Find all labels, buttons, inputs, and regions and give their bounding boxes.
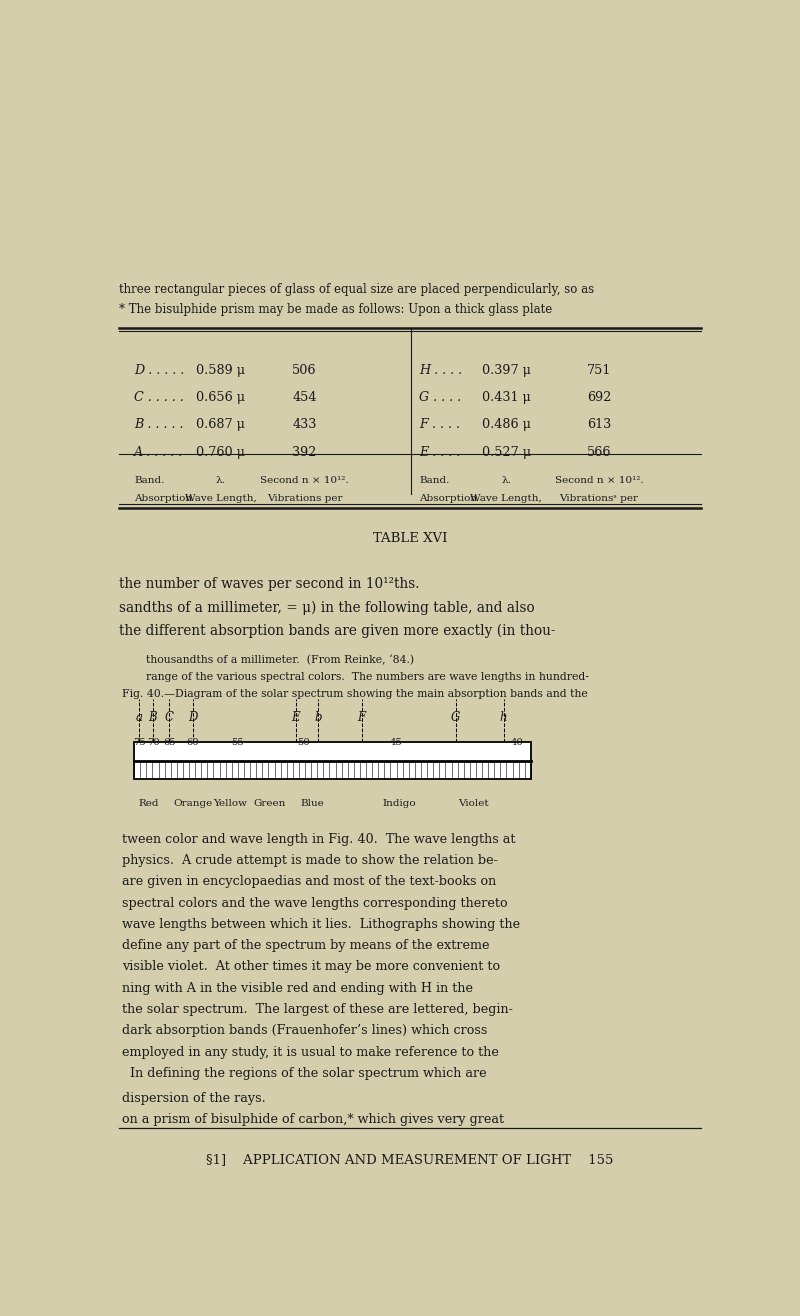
Text: E: E	[292, 711, 300, 724]
Text: C: C	[165, 711, 174, 724]
Text: 0.656 μ: 0.656 μ	[197, 391, 246, 404]
Text: the different absorption bands are given more exactly (in thou-: the different absorption bands are given…	[118, 624, 555, 638]
Text: a: a	[135, 711, 142, 724]
Text: sandths of a millimeter, = μ) in the following table, and also: sandths of a millimeter, = μ) in the fol…	[118, 600, 534, 615]
Text: A . . . . .: A . . . . .	[134, 446, 183, 459]
Text: Green: Green	[253, 799, 286, 808]
Text: 0.589 μ: 0.589 μ	[197, 363, 246, 376]
Text: physics.  A crude attempt is made to show the relation be-: physics. A crude attempt is made to show…	[122, 854, 498, 867]
Text: 0.760 μ: 0.760 μ	[197, 446, 246, 459]
Text: define any part of the spectrum by means of the extreme: define any part of the spectrum by means…	[122, 940, 490, 953]
Text: H . . . .: H . . . .	[419, 363, 462, 376]
Bar	[134, 742, 531, 779]
Text: 454: 454	[292, 391, 317, 404]
Text: In defining the regions of the solar spectrum which are: In defining the regions of the solar spe…	[122, 1067, 486, 1080]
Text: 392: 392	[293, 446, 317, 459]
Text: b: b	[314, 711, 322, 724]
Text: 751: 751	[587, 363, 611, 376]
Text: * The bisulphide prism may be made as follows: Upon a thick glass plate: * The bisulphide prism may be made as fo…	[118, 303, 552, 316]
Text: G: G	[451, 711, 461, 724]
Text: Band.: Band.	[419, 476, 450, 486]
Text: 50: 50	[297, 737, 310, 746]
Text: 613: 613	[587, 418, 611, 432]
Text: F: F	[358, 711, 366, 724]
Text: 55: 55	[231, 737, 244, 746]
Text: 40: 40	[510, 737, 523, 746]
Text: 566: 566	[587, 446, 611, 459]
Text: Vibrations per: Vibrations per	[267, 495, 342, 503]
Text: Wave Length,: Wave Length,	[470, 495, 542, 503]
Text: 0.397 μ: 0.397 μ	[482, 363, 530, 376]
Text: Violet: Violet	[458, 799, 489, 808]
Text: 70: 70	[147, 737, 160, 746]
Text: 60: 60	[186, 737, 199, 746]
Text: 0.527 μ: 0.527 μ	[482, 446, 530, 459]
Text: Wave Length,: Wave Length,	[185, 495, 257, 503]
Text: spectral colors and the wave lengths corresponding thereto: spectral colors and the wave lengths cor…	[122, 896, 507, 909]
Text: λ.: λ.	[216, 476, 226, 486]
Text: on a prism of bisulphide of carbon,* which gives very great: on a prism of bisulphide of carbon,* whi…	[122, 1113, 504, 1126]
Text: Absorption: Absorption	[419, 495, 478, 503]
Text: F . . . .: F . . . .	[419, 418, 460, 432]
Text: Fig. 40.—Diagram of the solar spectrum showing the main absorption bands and the: Fig. 40.—Diagram of the solar spectrum s…	[122, 688, 587, 699]
Text: §1]    APPLICATION AND MEASUREMENT OF LIGHT    155: §1] APPLICATION AND MEASUREMENT OF LIGHT…	[206, 1153, 614, 1166]
Text: ning with A in the visible red and ending with H in the: ning with A in the visible red and endin…	[122, 982, 473, 995]
Text: D . . . . .: D . . . . .	[134, 363, 184, 376]
Text: Yellow: Yellow	[214, 799, 247, 808]
Text: Second n × 10¹².: Second n × 10¹².	[260, 476, 349, 486]
Text: E . . . .: E . . . .	[419, 446, 461, 459]
Text: C . . . . .: C . . . . .	[134, 391, 184, 404]
Text: B . . . . .: B . . . . .	[134, 418, 183, 432]
Text: Vibrationsˢ per: Vibrationsˢ per	[560, 495, 638, 503]
Text: dark absorption bands (Frauenhofer’s lines) which cross: dark absorption bands (Frauenhofer’s lin…	[122, 1024, 487, 1037]
Text: D: D	[188, 711, 198, 724]
Text: Indigo: Indigo	[382, 799, 416, 808]
Text: the number of waves per second in 10¹²ths.: the number of waves per second in 10¹²th…	[118, 578, 419, 591]
Text: three rectangular pieces of glass of equal size are placed perpendicularly, so a: three rectangular pieces of glass of equ…	[118, 283, 594, 296]
Text: Orange: Orange	[173, 799, 213, 808]
Text: 433: 433	[293, 418, 317, 432]
Text: are given in encyclopaedias and most of the text-books on: are given in encyclopaedias and most of …	[122, 875, 496, 888]
Text: Red: Red	[138, 799, 159, 808]
Text: Absorption: Absorption	[134, 495, 192, 503]
Text: wave lengths between which it lies.  Lithographs showing the: wave lengths between which it lies. Lith…	[122, 919, 520, 930]
Text: the solar spectrum.  The largest of these are lettered, begin-: the solar spectrum. The largest of these…	[122, 1003, 513, 1016]
Text: Blue: Blue	[300, 799, 324, 808]
Text: Band.: Band.	[134, 476, 165, 486]
Text: G . . . .: G . . . .	[419, 391, 462, 404]
Text: Second n × 10¹².: Second n × 10¹².	[554, 476, 643, 486]
Text: 692: 692	[587, 391, 611, 404]
Text: 0.431 μ: 0.431 μ	[482, 391, 530, 404]
Text: 65: 65	[163, 737, 176, 746]
Text: thousandths of a millimeter.  (From Reinke, ‘84.): thousandths of a millimeter. (From Reink…	[146, 654, 414, 665]
Text: dispersion of the rays.: dispersion of the rays.	[122, 1092, 266, 1105]
Text: h: h	[500, 711, 507, 724]
Text: B: B	[148, 711, 157, 724]
Text: 0.687 μ: 0.687 μ	[197, 418, 246, 432]
Text: TABLE XVI: TABLE XVI	[373, 532, 447, 545]
Text: 506: 506	[292, 363, 317, 376]
Text: 0.486 μ: 0.486 μ	[482, 418, 530, 432]
Text: tween color and wave length in Fig. 40.  The wave lengths at: tween color and wave length in Fig. 40. …	[122, 833, 515, 846]
Text: employed in any study, it is usual to make reference to the: employed in any study, it is usual to ma…	[122, 1046, 498, 1058]
Text: 45: 45	[390, 737, 402, 746]
Text: visible violet.  At other times it may be more convenient to: visible violet. At other times it may be…	[122, 961, 500, 974]
Text: 75: 75	[133, 737, 146, 746]
Text: range of the various spectral colors.  The numbers are wave lengths in hundred-: range of the various spectral colors. Th…	[146, 671, 590, 682]
Text: λ.: λ.	[501, 476, 511, 486]
